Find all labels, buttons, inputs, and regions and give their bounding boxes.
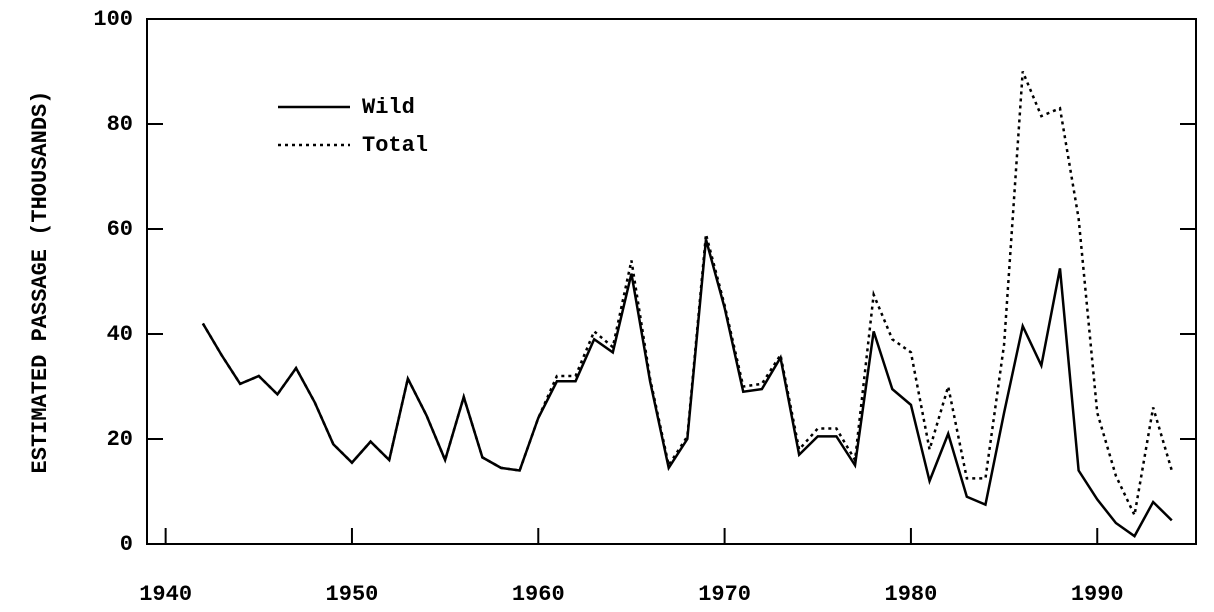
x-tick-label: 1940 (139, 582, 192, 607)
y-tick-label: 0 (120, 532, 133, 557)
y-axis-label: ESTIMATED PASSAGE (THOUSANDS) (28, 91, 53, 474)
plot-frame (146, 18, 1197, 545)
y-tick-label: 20 (107, 427, 133, 452)
y-tick-label: 60 (107, 217, 133, 242)
x-tick-label: 1950 (326, 582, 379, 607)
x-tick-label: 1960 (512, 582, 565, 607)
series-line (201, 239, 1173, 538)
legend-label: Total (362, 133, 428, 158)
y-tick-label: 80 (107, 112, 133, 137)
y-tick-label: 100 (93, 7, 133, 32)
series-line (201, 71, 1173, 520)
x-tick-label: 1990 (1071, 582, 1124, 607)
y-tick-label: 40 (107, 322, 133, 347)
x-tick-label: 1970 (698, 582, 751, 607)
x-tick-label: 1980 (885, 582, 938, 607)
legend-label: Wild (362, 95, 415, 120)
